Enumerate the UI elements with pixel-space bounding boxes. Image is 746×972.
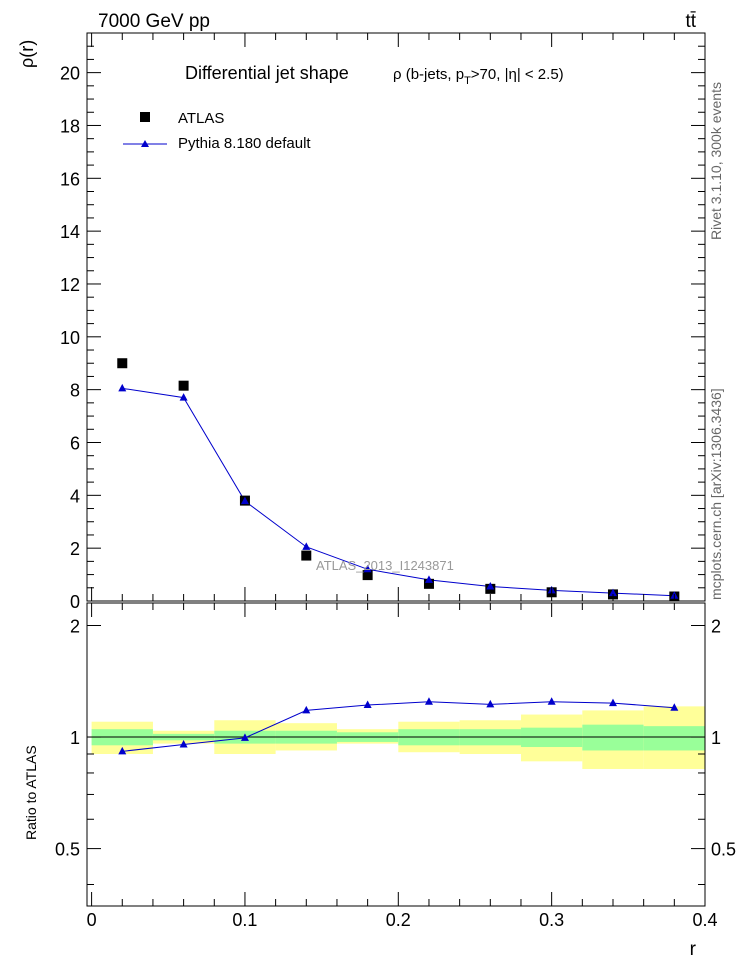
main-atlas-point-3	[301, 550, 312, 561]
ratio-pythia-point-5	[424, 697, 433, 705]
main-title-sub: ρ (b-jets, pT>70, |η| < 2.5)	[393, 66, 564, 87]
main-pythia-line	[122, 387, 675, 597]
main-pythia-point-3	[302, 542, 311, 550]
ratio-ytick-label-left: 2	[70, 616, 80, 636]
ratio-xtick-label: 0.2	[386, 910, 411, 930]
main-atlas-point-5	[423, 578, 434, 589]
main-ytick-label: 20	[60, 64, 80, 84]
ratio-stat-band-9	[643, 726, 705, 751]
legend-atlas-label: ATLAS	[178, 110, 224, 127]
ratio-xtick-label: 0	[87, 910, 97, 930]
legend: ATLAS Pythia 8.180 default	[123, 110, 311, 152]
ratio-ytick-label-right: 1	[711, 728, 721, 748]
ratio-pythia-point-1	[179, 739, 188, 748]
main-pythia-point-1	[179, 393, 188, 401]
main-pythia-point-4	[363, 564, 372, 573]
main-plot: 0 2 4 6 8 10 12 14 16 18 20	[60, 32, 706, 612]
main-ylabel: ρ(r)	[17, 40, 37, 68]
ratio-stat-band-8	[582, 724, 644, 751]
main-pythia-point-6	[486, 581, 495, 590]
main-ytick-label: 14	[60, 222, 80, 242]
ratio-pythia-point-6	[486, 699, 495, 708]
legend-pythia-marker	[141, 140, 149, 147]
ratio-ytick-label-right: 2	[711, 616, 721, 636]
main-ytick-label: 16	[60, 169, 80, 189]
main-title: Differential jet shape	[185, 63, 349, 83]
main-frame	[86, 32, 706, 602]
ratio-ylabel: Ratio to ATLAS	[23, 745, 39, 840]
ratio-pythia-point-8	[608, 698, 617, 707]
ratio-pythia-point-7	[547, 697, 556, 705]
ratio-ytick-label-left: 0.5	[55, 840, 80, 860]
main-atlas-point-4	[362, 570, 373, 581]
ratio-pythia-point-2	[240, 733, 249, 741]
main-ytick-label: 0	[70, 592, 80, 612]
main-ytick-label: 8	[70, 381, 80, 401]
ratio-pythia-line	[122, 701, 675, 752]
ratio-pythia-point-9	[670, 703, 679, 711]
ratio-xtick-label: 0.1	[232, 910, 257, 930]
ratio-xlabel: r	[690, 939, 697, 960]
main-pythia-point-8	[608, 588, 617, 597]
ratio-plot: 0 0.1 0.2 0.3 0.4 0.5 0.5 1 1 2 2	[55, 602, 736, 930]
main-pythia-point-2	[240, 496, 249, 505]
main-ytick-label: 2	[70, 539, 80, 559]
analysis-watermark: ATLAS_2013_I1243871	[316, 558, 454, 573]
main-pythia-point-5	[424, 575, 433, 583]
ratio-ytick-label-left: 1	[70, 728, 80, 748]
ratio-ytick-label-right: 0.5	[711, 840, 736, 860]
energy-label: 7000 GeV pp	[98, 11, 210, 32]
main-atlas-point-1	[178, 380, 189, 391]
ratio-xtick-label: 0.3	[539, 910, 564, 930]
main-atlas-point-0	[117, 358, 128, 369]
legend-atlas-marker	[140, 112, 150, 122]
rivet-version-label: Rivet 3.1.10, 300k events	[708, 82, 724, 240]
ratio-xtick-label: 0.4	[692, 910, 717, 930]
legend-pythia-label: Pythia 8.180 default	[178, 135, 311, 152]
main-pythia-point-0	[118, 383, 127, 392]
process-label: tt̄	[685, 11, 696, 32]
main-ytick-label: 18	[60, 116, 80, 136]
main-ytick-label: 10	[60, 328, 80, 348]
mcplots-label: mcplots.cern.ch [arXiv:1306.3436]	[708, 388, 724, 600]
main-ytick-label: 12	[60, 275, 80, 295]
main-ytick-label: 6	[70, 433, 80, 453]
ratio-pythia-point-3	[302, 705, 311, 714]
ratio-pythia-point-4	[363, 700, 372, 709]
main-ytick-label: 4	[70, 486, 80, 506]
ratio-pythia-point-0	[118, 746, 127, 755]
